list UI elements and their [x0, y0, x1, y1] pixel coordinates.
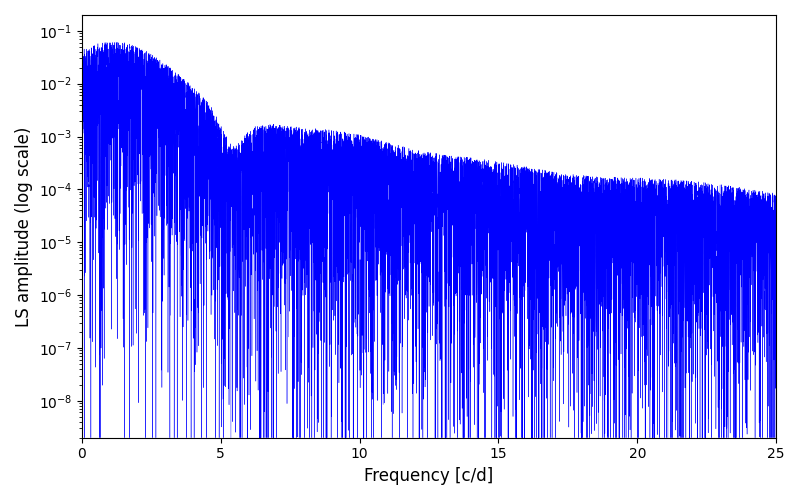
Y-axis label: LS amplitude (log scale): LS amplitude (log scale) [15, 126, 33, 326]
X-axis label: Frequency [c/d]: Frequency [c/d] [364, 467, 494, 485]
